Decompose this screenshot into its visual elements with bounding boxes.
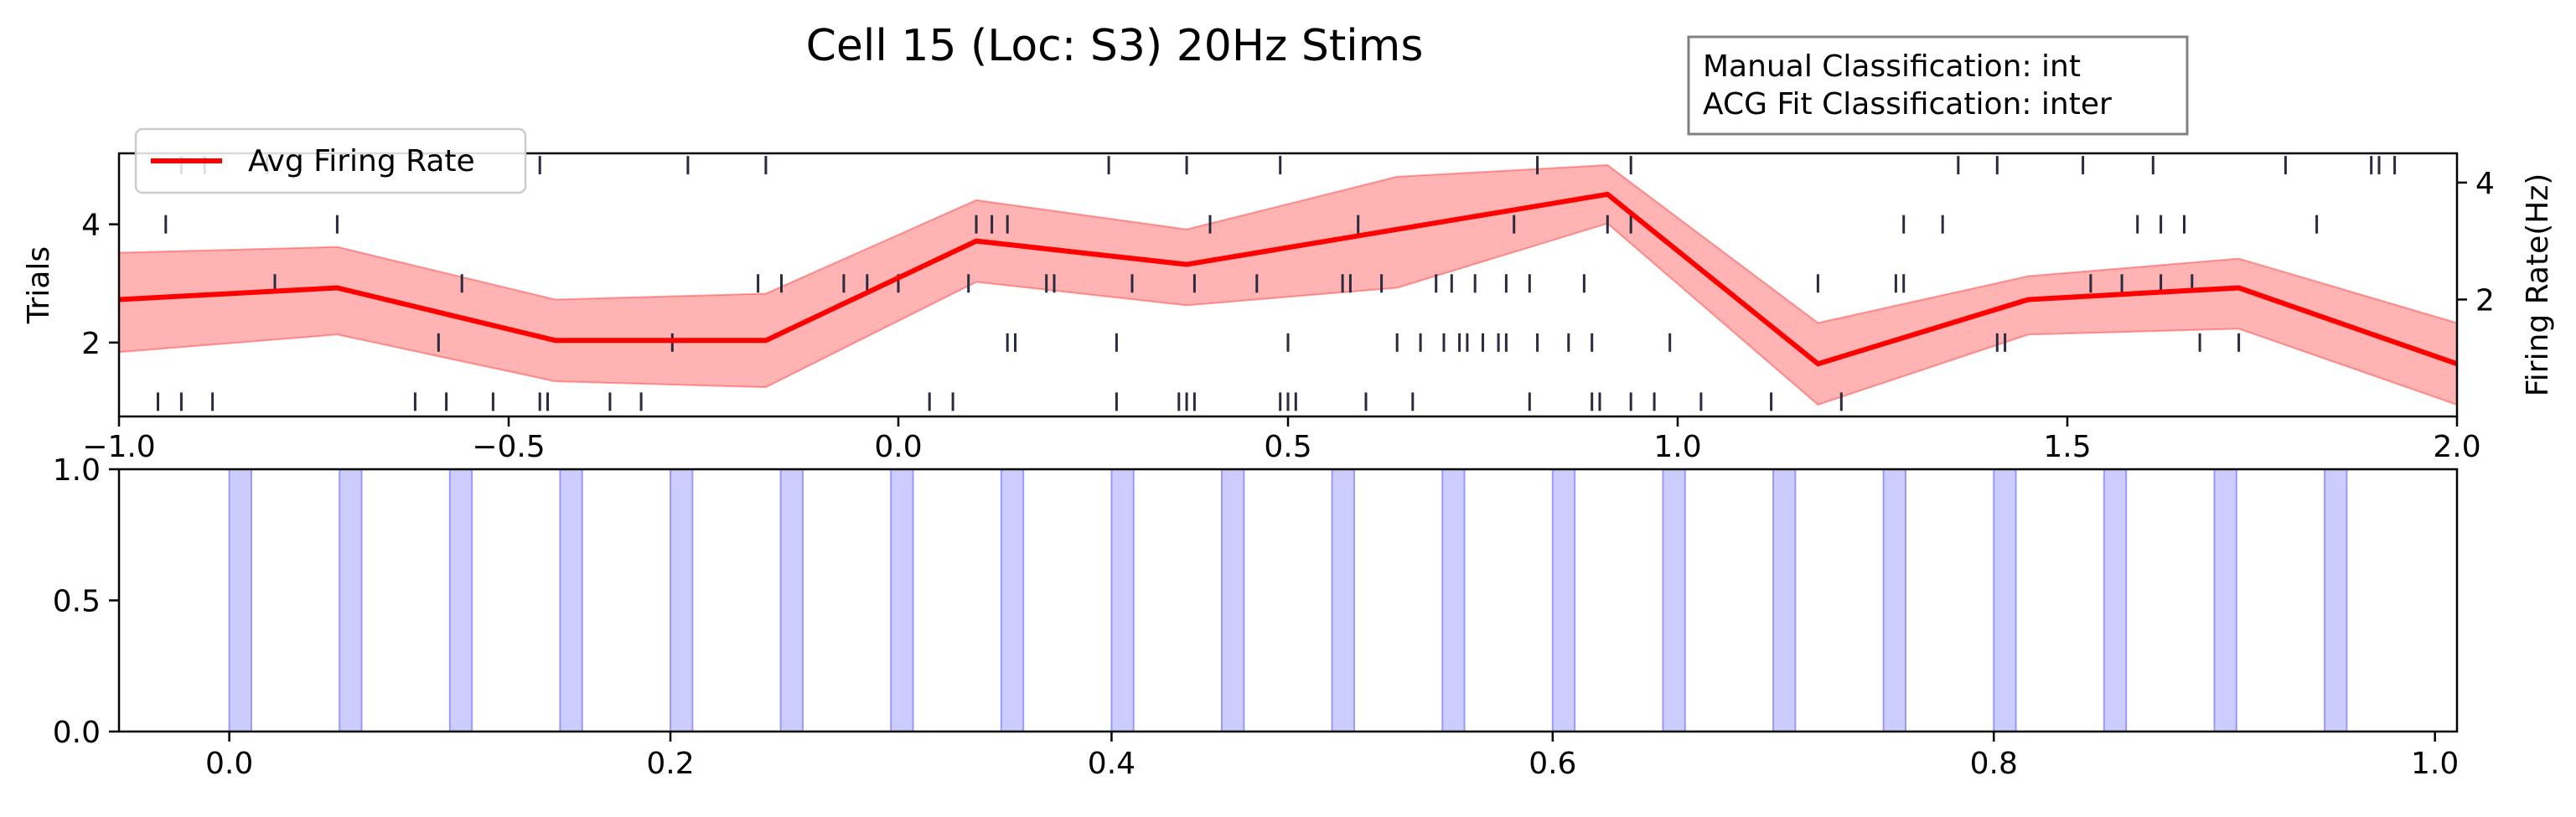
stimulus-window [2213,468,2237,732]
y-tick-label: 2 [81,327,101,361]
y-tick-label: 0.0 [53,716,101,750]
stimulus-window [1772,468,1797,732]
spike-raster [157,156,2397,411]
bottom-y-ticks: 0.0 0.5 1.0 [53,453,119,750]
x-tick-label: 1.0 [2411,747,2459,781]
stimulus-axes: 0.0 0.2 0.4 0.6 0.8 1.0 0.0 0.5 1.0 [53,453,2460,781]
stimulus-window [1551,468,1576,732]
x-tick-label: 0.0 [205,747,253,781]
acg-fit-classification-text: ACG Fit Classification: inter [1703,87,2112,122]
stimulus-window [1110,468,1135,732]
stimulus-window [1882,468,1906,732]
x-tick-label: 1.0 [1653,430,1701,464]
right-y-tick-label: 2 [2475,283,2495,318]
stimulus-windows [228,468,2348,732]
trials-axis-label: Trials [22,246,56,324]
x-tick-label: 0.0 [874,430,922,464]
stimulus-window [670,468,694,732]
stimulus-window [779,468,804,732]
stimulus-window [228,468,252,732]
firing-rate-axis-label: Firing Rate(Hz) [2521,173,2555,397]
y-tick-label: 0.5 [53,585,101,619]
y-tick-label: 4 [81,209,101,243]
stimulus-window [1662,468,1686,732]
raster-firing-rate-axes: −1.0 −0.5 0.0 0.5 1.0 1.5 2.0 24 24 Trials Fir… [22,127,2555,464]
info-box-frame [1687,35,2189,136]
x-tick-label: 0.6 [1529,747,1576,781]
y-tick-label: 1.0 [53,453,101,488]
top-x-ticks: −1.0 −0.5 0.0 0.5 1.0 1.5 2.0 [82,416,2481,464]
stimulus-window [1221,468,1245,732]
x-tick-label: 0.4 [1088,747,1135,781]
avg-firing-rate-line [118,191,2458,367]
manual-classification-text: Manual Classification: int [1703,49,2081,84]
stimulus-window [2324,468,2348,732]
legend: Avg Firing Rate [134,127,527,194]
firing-rate-y-ticks: 24 [2457,167,2495,318]
stimulus-window [2103,468,2128,732]
stimulus-window [339,468,363,732]
stimulus-window [1000,468,1025,732]
legend-frame [134,127,527,194]
bottom-x-ticks: 0.0 0.2 0.4 0.6 0.8 1.0 [205,732,2459,781]
x-tick-label: 1.5 [2043,430,2091,464]
right-y-tick-label: 4 [2475,167,2495,201]
stimulus-window [559,468,583,732]
x-tick-label: −1.0 [82,430,155,464]
chart-title: Cell 15 (Loc: S3) 20Hz Stims [806,21,1424,71]
stimulus-window [1993,468,2017,732]
x-tick-label: 2.0 [2433,430,2480,464]
info-box: Manual Classification: int ACG Fit Class… [1687,35,2189,136]
x-tick-label: −0.5 [472,430,545,464]
x-tick-label: 0.2 [646,747,694,781]
x-tick-label: 0.5 [1264,430,1311,464]
legend-label: Avg Firing Rate [248,144,475,178]
trials-y-ticks: 24 [81,209,119,361]
stimulus-window [1441,468,1466,732]
x-tick-label: 0.8 [1970,747,2018,781]
stimulus-window [1331,468,1355,732]
stimulus-window [890,468,914,732]
stimulus-window [448,468,473,732]
avg-firing-rate-line-group [118,191,2458,367]
